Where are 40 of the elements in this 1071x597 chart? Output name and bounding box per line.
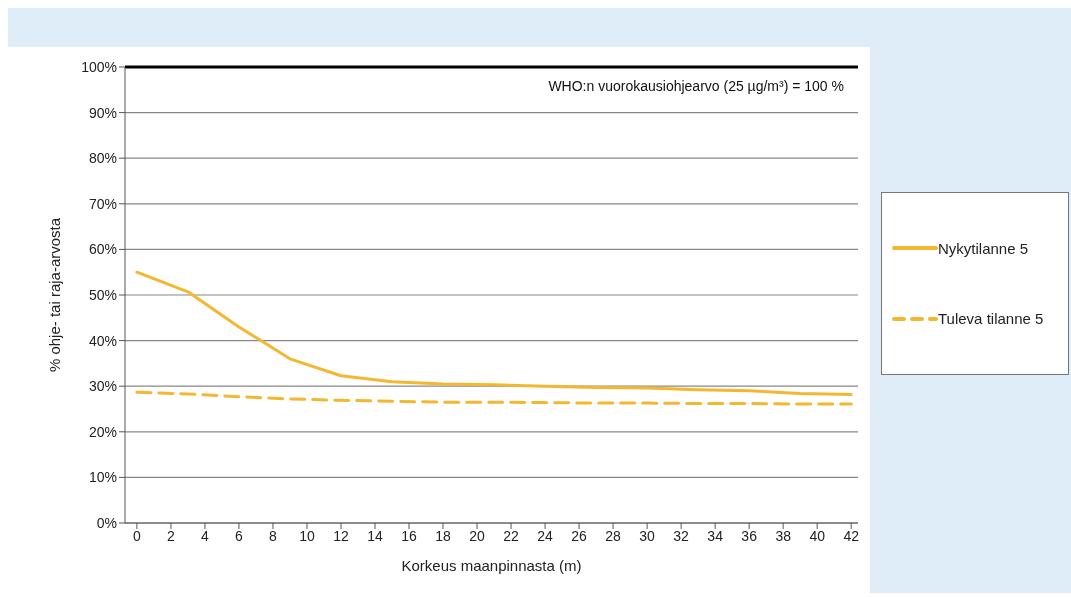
x-tick-label: 14 [367, 527, 383, 544]
x-axis-title: Korkeus maanpinnasta (m) [401, 557, 582, 574]
x-tick-label: 34 [707, 527, 724, 544]
x-tick-label: 12 [333, 527, 349, 544]
x-tick-label: 2 [167, 527, 176, 544]
x-tick-label: 16 [401, 527, 418, 544]
x-tick-label: 4 [201, 527, 210, 544]
line-series [135, 390, 853, 406]
y-tick-label: 60% [88, 241, 117, 258]
x-tick-label: 28 [605, 527, 622, 544]
y-tick-label: 10% [88, 469, 117, 486]
y-axis-title: % ohje- tai raja-arvosta [46, 217, 64, 373]
y-tick-label: 90% [88, 104, 117, 121]
line-series [135, 270, 853, 396]
x-tick-label: 10 [299, 527, 315, 544]
y-tick-label: 40% [88, 332, 117, 349]
legend-label: Tuleva tilanne 5 [938, 310, 1044, 328]
x-tick-label: 42 [843, 527, 860, 544]
x-tick-label: 18 [435, 527, 452, 544]
y-tick-label: 30% [88, 378, 117, 395]
legend-label: Nykytilanne 5 [938, 239, 1029, 257]
y-tick-label: 100% [81, 58, 117, 75]
y-tick-label: 70% [88, 195, 117, 212]
x-tick-label: 26 [571, 527, 588, 544]
x-tick-label: 38 [775, 527, 792, 544]
x-tick-label: 32 [673, 527, 690, 544]
x-tick-label: 36 [741, 527, 758, 544]
x-tick-label: 30 [639, 527, 656, 544]
y-tick-label: 0% [96, 514, 117, 531]
x-tick-label: 24 [537, 527, 554, 544]
x-tick-label: 20 [469, 527, 486, 544]
x-tick-label: 22 [503, 527, 520, 544]
y-tick-label: 80% [88, 150, 117, 167]
x-tick-label: 40 [809, 527, 826, 544]
x-tick-label: 8 [269, 527, 278, 544]
x-tick-label: 0 [133, 527, 142, 544]
y-tick-label: 20% [88, 423, 117, 440]
x-tick-label: 6 [235, 527, 244, 544]
y-tick-label: 50% [88, 286, 117, 303]
ref-line-label: WHO:n vuorokausiohjearvo (25 µg/m³) = 100 % [548, 77, 844, 94]
